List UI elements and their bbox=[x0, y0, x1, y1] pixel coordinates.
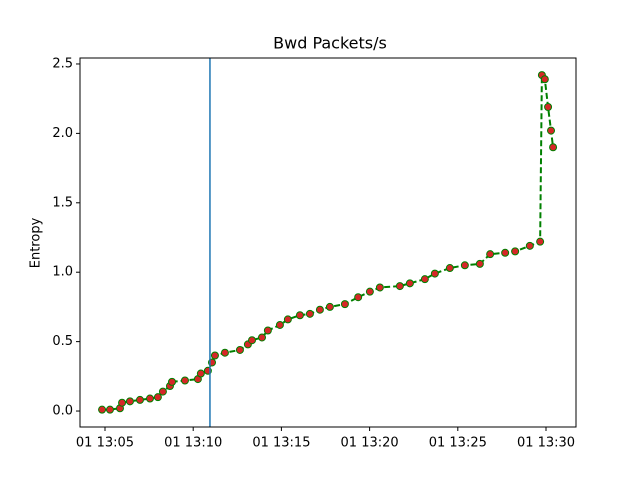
data-point bbox=[365, 287, 374, 296]
y-tick-label: 2.0 bbox=[52, 126, 73, 141]
data-point bbox=[375, 283, 384, 292]
data-point bbox=[257, 333, 266, 342]
data-point bbox=[540, 75, 549, 84]
data-point bbox=[263, 326, 272, 335]
data-point bbox=[547, 126, 556, 135]
x-tick-label: 01 13:05 bbox=[76, 436, 134, 451]
y-axis-label: Entropy bbox=[29, 217, 44, 268]
data-point bbox=[105, 405, 114, 414]
series-line bbox=[102, 71, 555, 411]
x-tick-label: 01 13:30 bbox=[517, 436, 575, 451]
data-point bbox=[220, 348, 229, 357]
x-tick-label: 01 13:15 bbox=[252, 436, 310, 451]
data-point bbox=[544, 103, 553, 112]
y-tick-label: 0.5 bbox=[52, 334, 73, 349]
data-point bbox=[295, 311, 304, 320]
data-point bbox=[475, 259, 484, 268]
data-point bbox=[158, 387, 167, 396]
data-point bbox=[340, 300, 349, 309]
data-point bbox=[135, 395, 144, 404]
data-point bbox=[315, 305, 324, 314]
data-point bbox=[445, 264, 454, 273]
data-point bbox=[168, 377, 177, 386]
data-point bbox=[210, 351, 219, 360]
data-point bbox=[486, 250, 495, 259]
data-point bbox=[511, 247, 520, 256]
data-point bbox=[235, 345, 244, 354]
data-point bbox=[460, 261, 469, 270]
x-tick-label: 01 13:25 bbox=[429, 436, 487, 451]
data-point bbox=[325, 302, 334, 311]
data-point bbox=[549, 143, 558, 152]
x-tick-label: 01 13:20 bbox=[341, 436, 399, 451]
data-point bbox=[420, 275, 429, 284]
plot-frame bbox=[79, 57, 577, 428]
y-tick-label: 1.0 bbox=[52, 265, 73, 280]
data-point bbox=[180, 376, 189, 385]
data-point bbox=[153, 393, 162, 402]
data-point bbox=[405, 279, 414, 288]
y-tick-label: 2.5 bbox=[52, 56, 73, 71]
data-point bbox=[98, 405, 107, 414]
data-point bbox=[196, 369, 205, 378]
data-point bbox=[536, 237, 545, 246]
chart-title: Bwd Packets/s bbox=[273, 34, 387, 53]
data-point bbox=[283, 315, 292, 324]
data-point bbox=[525, 241, 534, 250]
data-point bbox=[354, 293, 363, 302]
data-point bbox=[305, 309, 314, 318]
data-point bbox=[118, 398, 127, 407]
data-point bbox=[247, 336, 256, 345]
data-point bbox=[501, 248, 510, 257]
data-point bbox=[125, 397, 134, 406]
x-tick-label: 01 13:10 bbox=[164, 436, 222, 451]
y-tick-label: 1.5 bbox=[52, 195, 73, 210]
data-point bbox=[275, 320, 284, 329]
data-point bbox=[395, 282, 404, 291]
y-tick-label: 0.0 bbox=[52, 404, 73, 419]
data-point bbox=[430, 269, 439, 278]
data-point bbox=[145, 394, 154, 403]
